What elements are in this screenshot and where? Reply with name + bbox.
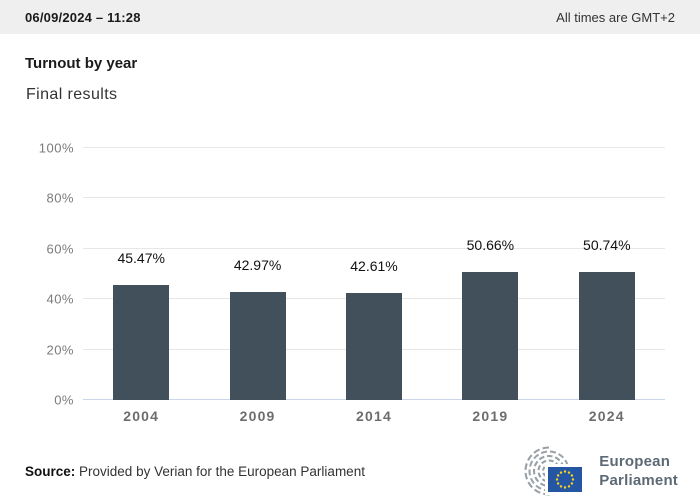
eu-stars	[556, 470, 575, 489]
bar-column: 45.47% 2004	[83, 148, 199, 424]
source-text: Provided by Verian for the European Parl…	[79, 463, 365, 479]
bar	[229, 291, 286, 400]
bar-column: 50.66% 2019	[432, 148, 548, 424]
bar-value-label: 42.61%	[350, 257, 398, 274]
chart-subtitle: Final results	[26, 86, 118, 103]
y-axis-tick-label: 0%	[54, 392, 74, 408]
bar-column: 42.97% 2009	[199, 148, 315, 424]
chart-title: Turnout by year	[25, 55, 138, 72]
y-axis-tick-label: 100%	[38, 140, 74, 156]
source-label: Source:	[25, 463, 76, 479]
bar-column: 42.61% 2014	[316, 148, 432, 424]
bar	[462, 272, 519, 400]
datetime-label: 06/09/2024 – 11:28	[25, 9, 141, 25]
european-parliament-logo: European Parliament	[520, 446, 678, 496]
x-axis-category-label: 2019	[472, 408, 509, 424]
logo-text-line1: European	[599, 453, 671, 470]
bar	[345, 292, 402, 400]
bar	[113, 285, 170, 400]
logo-text-line2: Parliament	[599, 472, 678, 489]
logo-text: European Parliament	[599, 452, 678, 490]
bar-value-label: 50.74%	[583, 237, 631, 254]
y-axis-tick-label: 80%	[46, 190, 74, 206]
plot-area: 0% 20% 40% 60% 80% 100% 45.47% 2004 42.97% 2009 42…	[39, 141, 665, 424]
x-axis-category-label: 2024	[588, 408, 625, 424]
y-axis-tick-label: 20%	[46, 342, 74, 358]
bar	[578, 272, 635, 400]
ep-hemicycle-icon	[524, 446, 586, 496]
bar-column: 50.74% 2024	[549, 148, 665, 424]
x-axis-category-label: 2004	[123, 408, 160, 424]
gridline	[83, 247, 665, 249]
y-axis-tick-label: 40%	[46, 291, 74, 307]
topbar: 06/09/2024 – 11:28 All times are GMT+2	[0, 0, 700, 34]
x-axis-category-label: 2014	[356, 408, 392, 424]
bar-value-label: 42.97%	[233, 256, 282, 273]
gridline	[83, 147, 665, 148]
gridline	[83, 197, 665, 199]
bar-value-label: 45.47%	[117, 250, 165, 267]
source-line: Source: Provided by Verian for the Europ…	[25, 464, 365, 479]
bar-value-label: 50.66%	[466, 237, 515, 254]
footer: Source: Provided by Verian for the Europ…	[25, 446, 678, 496]
timezone-note: All times are GMT+2	[556, 9, 675, 25]
y-axis-tick-label: 60%	[46, 241, 74, 257]
x-axis-category-label: 2009	[239, 408, 276, 424]
